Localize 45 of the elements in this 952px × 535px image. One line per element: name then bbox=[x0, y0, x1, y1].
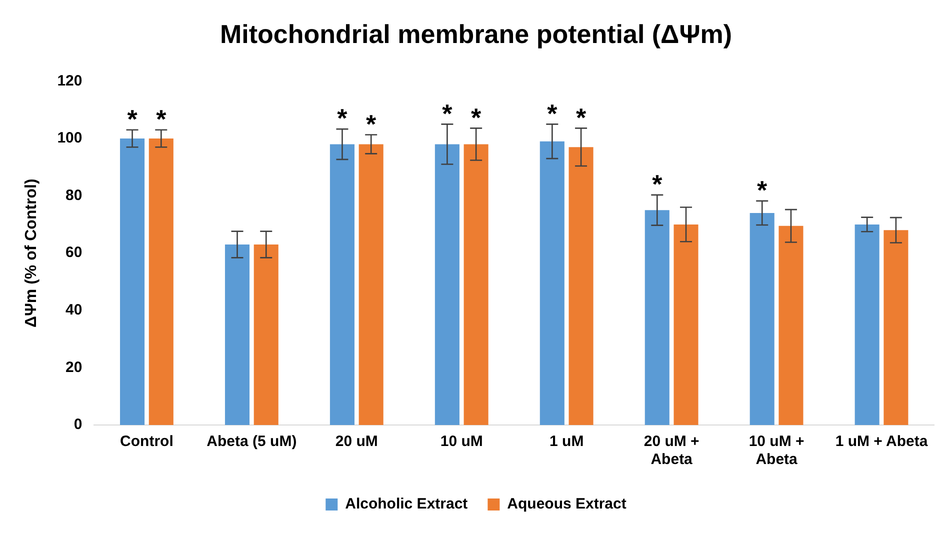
bar bbox=[224, 244, 250, 425]
data-label: * bbox=[337, 103, 348, 134]
bar bbox=[464, 144, 488, 425]
bar bbox=[750, 212, 774, 425]
y-tick-label: 60 bbox=[66, 244, 82, 262]
data-label: * bbox=[127, 104, 138, 134]
y-axis-title: ΔΨm (% of Control) bbox=[23, 178, 40, 328]
x-tick-label: Abeta (5 uM) bbox=[206, 433, 297, 450]
data-label: * bbox=[652, 169, 664, 200]
legend-label: Alcoholic Extract bbox=[345, 496, 468, 513]
data-label: * bbox=[576, 102, 587, 132]
x-tick-label: 20 uM bbox=[335, 433, 378, 450]
y-tick-label: 120 bbox=[57, 72, 82, 90]
chart-title: Mitochondrial membrane potential (ΔΨm) bbox=[220, 18, 732, 49]
x-tick-label: Control bbox=[120, 433, 174, 450]
x-tick-label: 10 uM bbox=[440, 433, 483, 450]
x-tick-label: 1 uM bbox=[550, 433, 584, 450]
bar bbox=[254, 244, 278, 425]
data-label: * bbox=[156, 104, 168, 134]
bar bbox=[434, 144, 460, 425]
bar bbox=[148, 138, 174, 425]
data-label: * bbox=[471, 102, 482, 132]
y-tick-label: 40 bbox=[66, 302, 82, 319]
y-tick-label: 80 bbox=[66, 186, 82, 204]
bar bbox=[854, 224, 880, 425]
data-label: * bbox=[547, 98, 558, 128]
x-tick-label: 1 uM + Abeta bbox=[835, 433, 928, 450]
bar bbox=[644, 210, 670, 425]
bar bbox=[778, 226, 804, 425]
x-tick-label: 10 uM + Abeta bbox=[748, 433, 804, 468]
bar bbox=[674, 224, 698, 425]
bar bbox=[358, 144, 384, 425]
y-tick-label: 0 bbox=[74, 416, 82, 434]
bar bbox=[330, 144, 354, 425]
x-tick-label: 20 uM + Abeta bbox=[644, 433, 700, 468]
bar bbox=[568, 147, 594, 425]
data-label: * bbox=[442, 98, 454, 128]
y-tick-label: 100 bbox=[57, 130, 82, 147]
legend-label: Aqueous Extract bbox=[507, 496, 626, 513]
bar bbox=[884, 230, 908, 425]
bar bbox=[120, 138, 145, 425]
bar bbox=[540, 141, 564, 425]
data-label: * bbox=[757, 175, 768, 206]
y-tick-label: 20 bbox=[66, 358, 82, 376]
data-label: * bbox=[366, 108, 378, 139]
